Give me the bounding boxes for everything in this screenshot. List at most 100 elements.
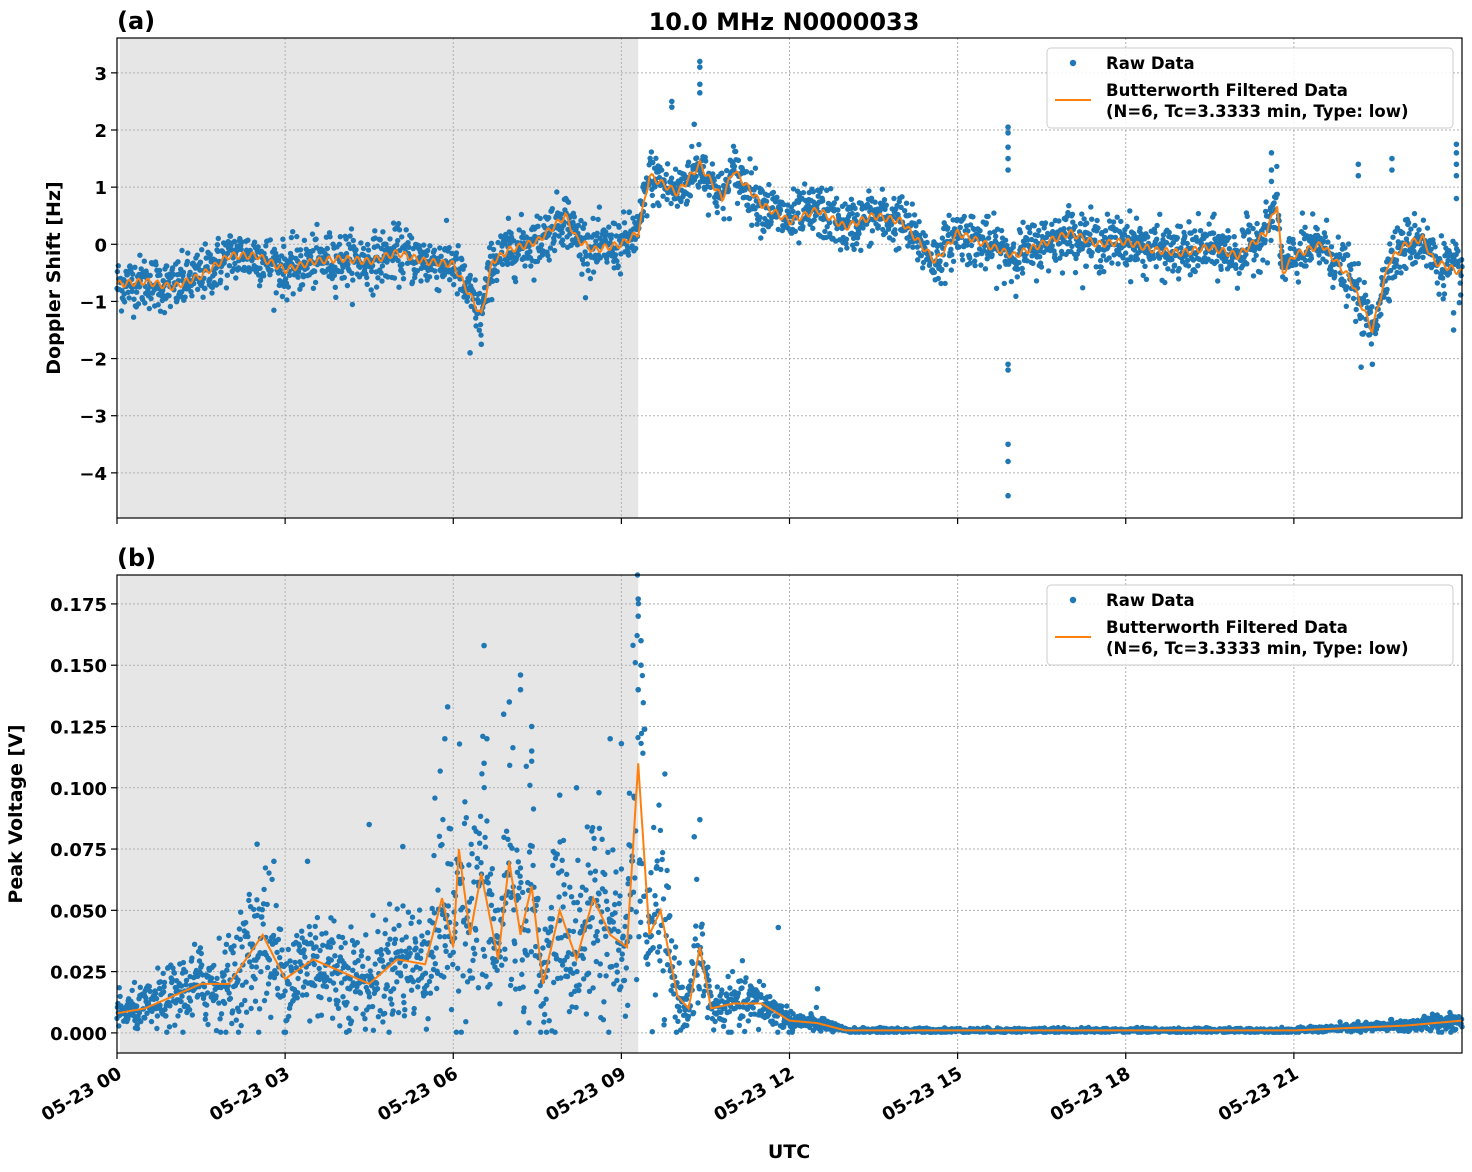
raw-data-point: [1192, 268, 1198, 275]
raw-data-point: [252, 976, 258, 982]
raw-data-point: [538, 242, 545, 248]
raw-data-point: [237, 936, 243, 942]
raw-data-point: [695, 1000, 701, 1006]
raw-data-point: [967, 260, 973, 266]
raw-data-point: [1434, 280, 1441, 286]
raw-data-point: [909, 201, 915, 207]
raw-data-point: [931, 269, 937, 275]
raw-data-point: [1245, 229, 1252, 235]
raw-data-point: [604, 951, 610, 958]
raw-data-point: [346, 1027, 352, 1034]
raw-data-point: [362, 264, 369, 270]
raw-data-point: [209, 284, 216, 290]
raw-data-point: [733, 148, 739, 155]
raw-data-point: [504, 261, 511, 268]
raw-data-point: [881, 197, 888, 203]
x-tick-label: 05-23 18: [1047, 1063, 1134, 1126]
raw-data-point: [400, 993, 407, 999]
raw-data-point: [726, 216, 733, 222]
raw-data-point: [709, 161, 716, 167]
raw-data-point: [314, 221, 320, 228]
raw-data-point: [570, 928, 577, 935]
raw-data-point: [1314, 226, 1320, 232]
raw-data-point: [956, 244, 962, 250]
raw-data-point: [1157, 211, 1163, 217]
y-tick-label: 0.150: [50, 656, 107, 677]
raw-data-point: [729, 968, 736, 975]
raw-data-point: [1244, 261, 1250, 267]
raw-data-point: [363, 932, 369, 938]
shaded-region: [119, 575, 639, 1053]
raw-data-point: [800, 190, 807, 196]
raw-data-point: [243, 979, 249, 985]
raw-data-point: [1416, 227, 1422, 233]
raw-data-point: [796, 240, 802, 246]
raw-data-point: [1210, 230, 1217, 236]
raw-data-point: [1178, 245, 1184, 251]
raw-data-point: [614, 977, 620, 984]
raw-data-point: [605, 849, 611, 855]
raw-data-point: [436, 927, 442, 934]
raw-data-point: [637, 898, 643, 904]
raw-data-point: [481, 784, 487, 791]
raw-data-point: [620, 933, 626, 939]
raw-data-point: [950, 258, 957, 264]
raw-data-point: [530, 806, 537, 812]
raw-data-point: [489, 891, 495, 898]
raw-data-point: [1253, 252, 1259, 259]
raw-data-point: [489, 866, 495, 872]
raw-data-point: [668, 938, 675, 944]
raw-data-point: [430, 954, 436, 960]
raw-data-point: [1038, 264, 1045, 270]
raw-data-point: [617, 893, 623, 899]
raw-data-point: [664, 196, 670, 203]
raw-data-point: [374, 986, 381, 992]
raw-data-point: [597, 255, 603, 261]
raw-data-point: [935, 275, 941, 282]
raw-data-point: [594, 230, 600, 236]
raw-data-point: [911, 212, 918, 218]
raw-data-point: [684, 1022, 690, 1029]
raw-data-point: [175, 259, 181, 265]
raw-data-point: [274, 949, 280, 956]
raw-data-point: [1176, 265, 1182, 272]
raw-data-point: [490, 278, 496, 284]
raw-data-point: [375, 928, 381, 935]
raw-data-point: [359, 948, 365, 954]
raw-data-point: [667, 913, 673, 919]
raw-data-point: [287, 958, 293, 964]
raw-data-point: [259, 914, 265, 920]
raw-data-point: [735, 157, 742, 163]
raw-data-point: [382, 930, 388, 937]
y-tick-label: 0.175: [50, 595, 107, 616]
raw-data-point: [1087, 231, 1093, 237]
raw-data-point: [551, 238, 557, 244]
raw-data-point: [519, 971, 525, 978]
raw-data-point: [279, 293, 286, 300]
raw-data-point: [730, 143, 737, 149]
raw-data-point: [353, 247, 359, 253]
raw-data-point: [164, 263, 170, 269]
raw-data-point: [542, 1011, 548, 1018]
raw-data-point: [174, 297, 180, 303]
raw-data-point: [672, 166, 679, 172]
raw-data-point: [455, 965, 461, 971]
raw-data-point: [705, 212, 712, 218]
raw-data-point: [418, 948, 424, 954]
raw-data-point: [382, 1010, 388, 1017]
raw-data-point: [455, 988, 462, 994]
raw-data-point: [704, 1014, 711, 1021]
raw-data-point: [340, 994, 346, 1000]
raw-data-point: [385, 941, 391, 947]
raw-data-point: [203, 255, 209, 261]
raw-data-point: [541, 1019, 547, 1025]
raw-data-point: [476, 327, 482, 333]
raw-data-point: [564, 973, 571, 980]
raw-data-point: [429, 949, 435, 955]
raw-data-point: [490, 916, 497, 922]
raw-data-point: [400, 903, 406, 909]
raw-data-point: [854, 212, 860, 218]
raw-data-point: [423, 252, 430, 259]
raw-data-point: [1369, 304, 1375, 310]
raw-data-point: [316, 965, 322, 972]
